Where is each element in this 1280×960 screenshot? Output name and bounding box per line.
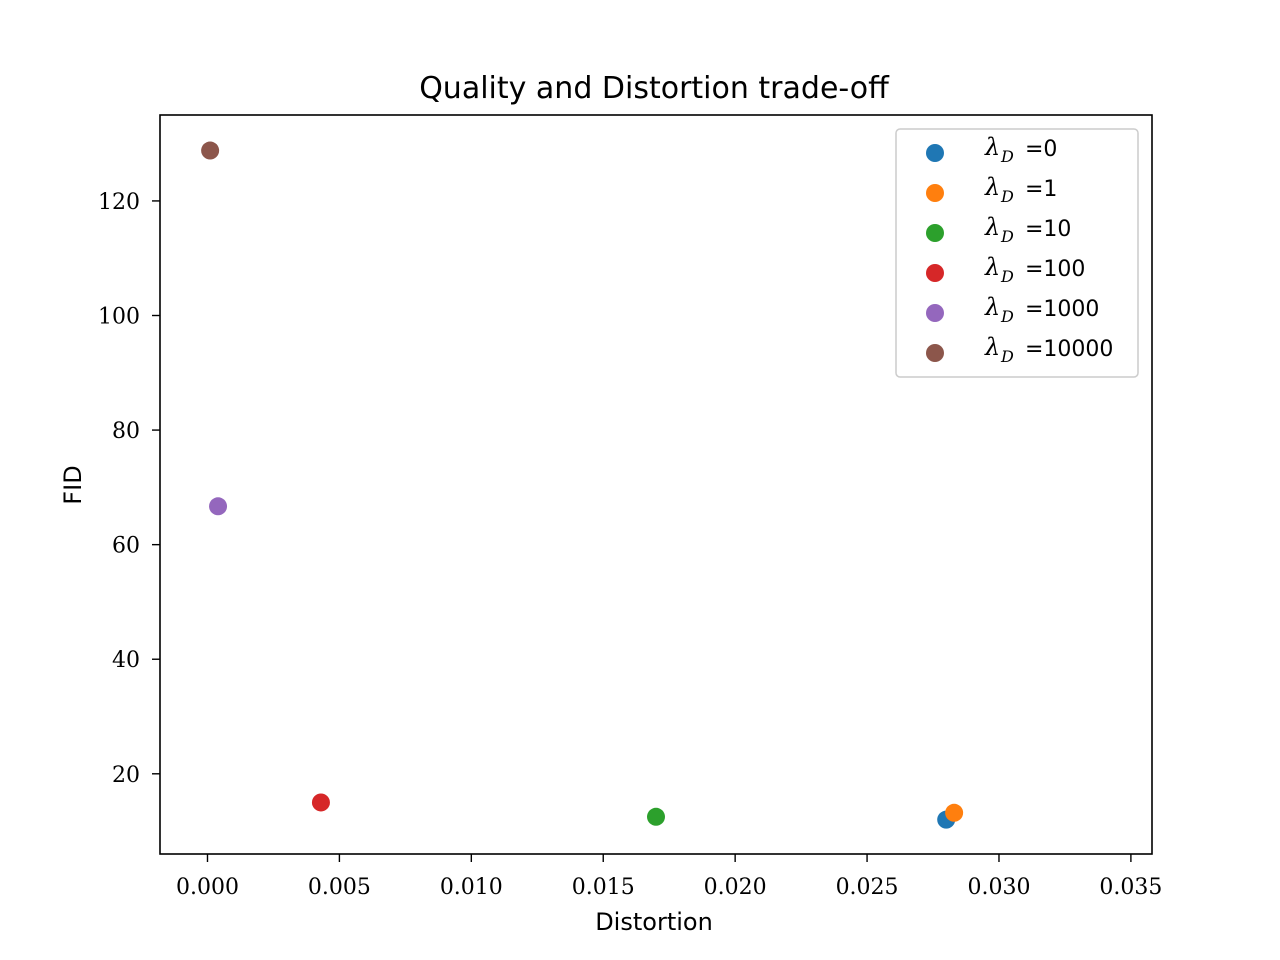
x-tick-label: 0.005 bbox=[308, 875, 371, 900]
data-point-series-1 bbox=[945, 803, 964, 822]
chart-title: Quality and Distortion trade-off bbox=[419, 71, 890, 106]
legend-lambda-subscript: D bbox=[1000, 347, 1014, 366]
x-axis-label: Distortion bbox=[595, 908, 713, 936]
data-point-series-5 bbox=[201, 141, 220, 160]
y-tick-label: 60 bbox=[112, 534, 140, 559]
legend-box bbox=[895, 128, 1139, 378]
x-tick-label: 0.020 bbox=[704, 875, 767, 900]
x-tick-label: 0.025 bbox=[836, 875, 899, 900]
legend-marker bbox=[926, 344, 944, 362]
plot-frame bbox=[159, 114, 1153, 855]
data-point-series-4 bbox=[209, 497, 228, 516]
y-tick-label: 20 bbox=[112, 763, 140, 788]
legend-lambda-subscript: D bbox=[1000, 187, 1014, 206]
data-point-series-2 bbox=[647, 807, 665, 826]
legend-marker bbox=[926, 184, 944, 202]
x-axis: 0.000 0.005 0.010 0.015 0.020 0.025 0.030 0.035 bbox=[176, 854, 1162, 900]
legend-lambda-symbol: λ bbox=[984, 333, 1000, 361]
plot-area bbox=[201, 141, 964, 829]
legend-label: =10000 bbox=[1025, 337, 1113, 362]
legend-label: =0 bbox=[1025, 137, 1057, 162]
x-tick-label: 0.030 bbox=[967, 875, 1030, 900]
legend-label: =10 bbox=[1025, 217, 1071, 242]
x-tick-label: 0.000 bbox=[176, 875, 239, 900]
legend-lambda-symbol: λ bbox=[984, 293, 1000, 321]
legend-marker bbox=[926, 264, 944, 282]
y-tick-label: 40 bbox=[112, 648, 140, 673]
legend-lambda-symbol: λ bbox=[984, 253, 1000, 281]
legend-label: =1 bbox=[1025, 177, 1057, 202]
x-tick-label: 0.035 bbox=[1099, 875, 1162, 900]
legend-lambda-symbol: λ bbox=[984, 173, 1000, 201]
legend-lambda-symbol: λ bbox=[984, 133, 1000, 161]
x-tick-label: 0.015 bbox=[572, 875, 635, 900]
legend-lambda-subscript: D bbox=[1000, 147, 1014, 166]
y-tick-label: 80 bbox=[112, 419, 140, 444]
data-point-series-3 bbox=[311, 793, 330, 812]
legend-label: =1000 bbox=[1025, 297, 1099, 322]
legend-lambda-subscript: D bbox=[1000, 307, 1014, 326]
y-tick-label: 120 bbox=[98, 190, 140, 215]
x-tick-label: 0.010 bbox=[440, 875, 503, 900]
y-axis: 20 40 60 80 100 120 bbox=[98, 190, 160, 788]
legend-marker bbox=[926, 144, 944, 162]
legend-label: =100 bbox=[1025, 257, 1085, 282]
legend-marker bbox=[926, 304, 944, 322]
legend-lambda-subscript: D bbox=[1000, 227, 1014, 246]
y-axis-label: FID bbox=[59, 465, 87, 504]
legend-lambda-subscript: D bbox=[1000, 267, 1014, 286]
legend-marker bbox=[926, 224, 944, 242]
legend-lambda-symbol: λ bbox=[984, 213, 1000, 241]
y-tick-label: 100 bbox=[98, 305, 140, 330]
